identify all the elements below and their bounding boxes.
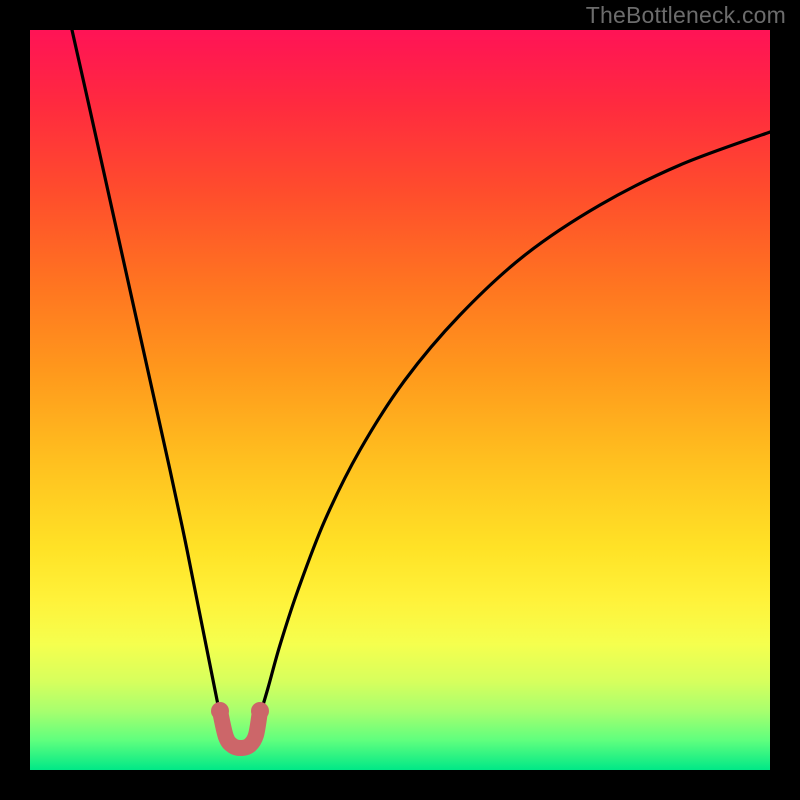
watermark-text: TheBottleneck.com <box>586 2 786 29</box>
bottleneck-chart: TheBottleneck.com <box>0 0 800 800</box>
plot-area <box>30 30 770 770</box>
min-marker-dot-left <box>211 702 229 720</box>
min-marker-dot-right <box>251 702 269 720</box>
chart-svg <box>0 0 800 800</box>
gradient-background <box>30 30 770 770</box>
